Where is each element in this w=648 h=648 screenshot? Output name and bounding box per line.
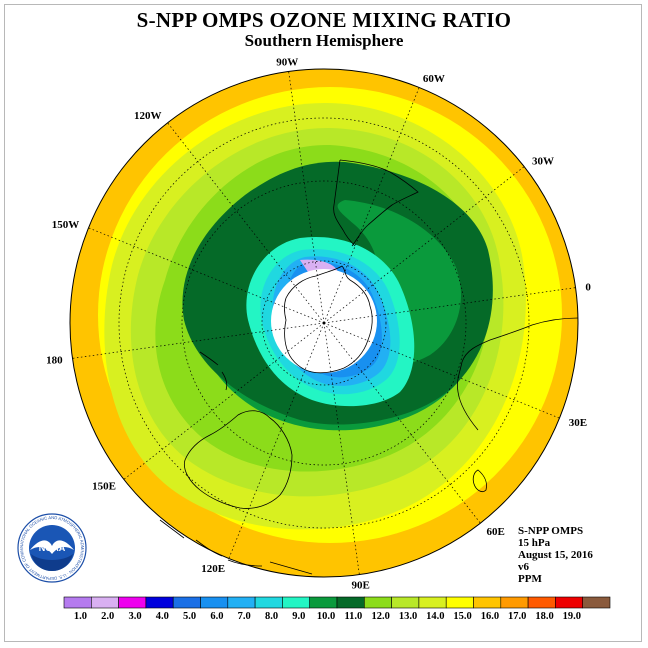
colorbar-box	[118, 596, 147, 609]
new-zealand-coast	[199, 351, 228, 391]
colorbar-box	[445, 596, 474, 609]
longitude-label: 60W	[423, 73, 445, 85]
colorbar-box	[473, 596, 502, 609]
longitude-label: 180	[46, 355, 63, 367]
map-subtitle: Southern Hemisphere	[244, 31, 404, 50]
colorbar-tick-label: 11.0	[345, 611, 363, 622]
noaa-logo-lower	[31, 554, 73, 571]
colorbar-tick-label: 14.0	[426, 611, 444, 622]
colorbar-boxes	[63, 596, 611, 609]
colorbar-box	[63, 596, 92, 609]
lat-circle-40	[181, 180, 467, 466]
instrument-label: S-NPP OMPS	[518, 525, 584, 537]
polar-night-region	[271, 269, 377, 373]
figure-frame	[4, 4, 642, 642]
colorbar-box	[555, 596, 584, 609]
colorbar-box	[363, 596, 392, 609]
longitude-label: 90W	[276, 57, 298, 69]
colorbar-box	[418, 596, 447, 609]
colorbar-box	[91, 596, 119, 609]
colorbar-tick-label: 4.0	[156, 611, 169, 622]
pole-dot	[322, 321, 326, 325]
lat-circle-20	[118, 117, 530, 529]
colorbar-tick-label: 12.0	[372, 611, 390, 622]
noaa-gull-shape	[30, 540, 74, 554]
colorbar-tick-label: 9.0	[292, 611, 305, 622]
colorbar-tick-label: 1.0	[74, 611, 87, 622]
colorbar-tick-label: 7.0	[238, 611, 251, 622]
colorbar-tick-label: 19.0	[563, 611, 581, 622]
longitude-label: 30W	[532, 156, 554, 168]
map-border	[69, 68, 579, 578]
south-america-coast	[333, 159, 419, 247]
colorbar-tick-label: 18.0	[535, 611, 553, 622]
longitude-label: 150W	[52, 219, 80, 231]
colorbar-tick-label: 5.0	[183, 611, 196, 622]
longitude-label: 90E	[352, 579, 370, 591]
units-label: PPM	[518, 573, 542, 585]
colorbar-box	[282, 596, 310, 609]
info-block: S-NPP OMPS 15 hPa August 15, 2016 v6 PPM	[518, 525, 593, 585]
colorbar-box	[527, 596, 556, 609]
australia-coast	[183, 410, 293, 509]
map-title: S-NPP OMPS OZONE MIXING RATIO	[136, 8, 512, 32]
date-label: August 15, 2016	[518, 549, 593, 561]
colorbar-tick-label: 16.0	[481, 611, 499, 622]
longitude-labels: 90W 60W 30W 0 30E 60E 90E 120E 150E 180 150W 120W	[46, 57, 591, 592]
africa-coast	[457, 317, 579, 431]
colorbar-box	[254, 596, 283, 609]
colorbar-tick-label: 2.0	[101, 611, 114, 622]
colorbar-labels: 1.0 2.0 3.0 4.0 5.0 6.0 7.0 8.0 9.0 10.0 11.0 12.0 1…	[74, 611, 581, 622]
longitude-label: 150E	[92, 481, 116, 493]
pressure-level-label: 15 hPa	[518, 537, 551, 549]
lat-circle-60	[261, 260, 387, 386]
noaa-logo-text: NOAA	[39, 543, 66, 553]
antarctica-coast	[284, 265, 373, 374]
colorbar-tick-label: 8.0	[265, 611, 278, 622]
colorbar-box	[309, 596, 338, 609]
noaa-logo: NATIONAL OCEANIC AND ATMOSPHERIC ADMINIS…	[16, 512, 87, 583]
graticule	[72, 71, 576, 575]
colorbar-box	[227, 596, 256, 609]
longitude-label: 0	[585, 281, 591, 293]
colorbar-box	[145, 596, 174, 609]
longitude-label: 30E	[569, 417, 587, 429]
colorbar-tick-label: 17.0	[508, 611, 526, 622]
longitude-label: 120W	[134, 110, 162, 122]
longitude-label: 60E	[487, 526, 505, 538]
colorbar-tick-label: 6.0	[210, 611, 223, 622]
colorbar-box	[336, 596, 365, 609]
colorbar-box	[582, 596, 611, 609]
version-label: v6	[518, 561, 529, 573]
colorbar-tick-label: 15.0	[453, 611, 471, 622]
colorbar-tick-label: 13.0	[399, 611, 417, 622]
colorbar-box	[500, 596, 529, 609]
madagascar-coast	[472, 469, 487, 492]
colorbar-tick-label: 10.0	[317, 611, 335, 622]
colorbar-box	[200, 596, 229, 609]
colorbar-box	[391, 596, 420, 609]
colorbar-tick-label: 3.0	[128, 611, 141, 622]
colorbar-box	[172, 596, 201, 609]
longitude-label: 120E	[201, 563, 225, 575]
